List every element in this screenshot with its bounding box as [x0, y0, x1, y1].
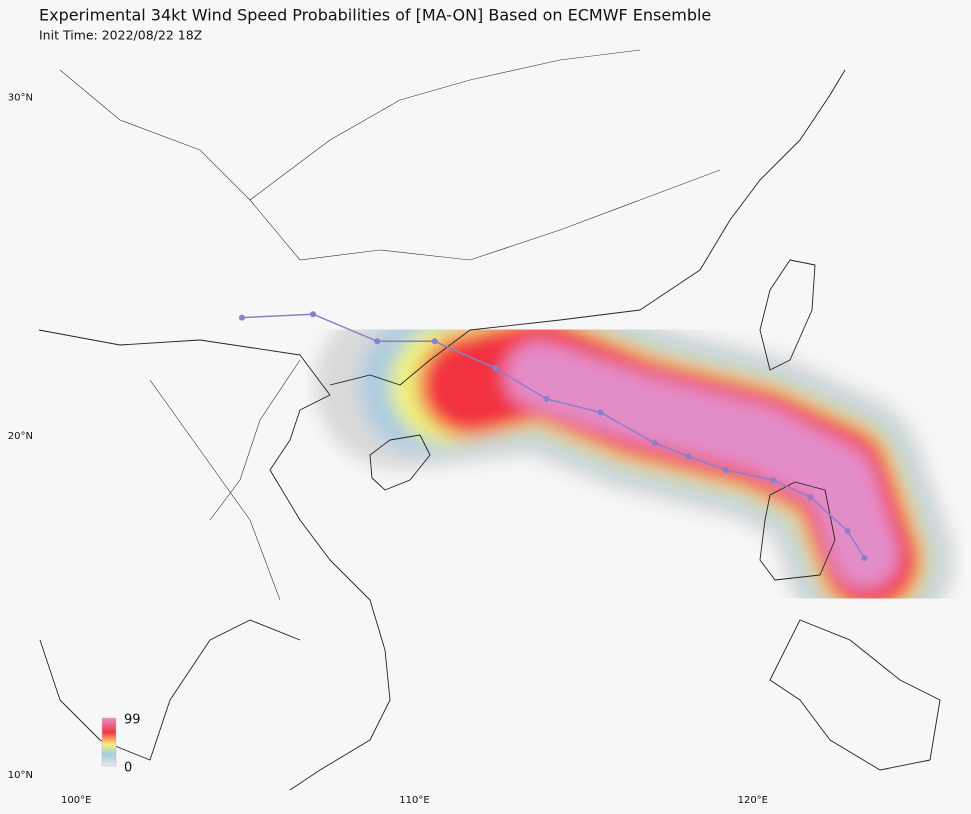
track-point [238, 314, 245, 321]
coastlines [38, 49, 941, 791]
lat-label: 10°N [8, 770, 33, 781]
lat-label: 30°N [8, 92, 33, 103]
track-point [597, 409, 604, 416]
track-point [492, 365, 499, 372]
track-point [543, 395, 550, 402]
legend-min: 0 [124, 761, 132, 776]
map-title: Experimental 34kt Wind Speed Probabiliti… [39, 6, 711, 25]
track-line [241, 313, 866, 559]
lat-label: 20°N [8, 431, 33, 442]
colorbar [101, 717, 117, 767]
track-point [431, 338, 438, 345]
map-subtitle: Init Time: 2022/08/22 18Z [39, 28, 202, 43]
lon-label: 120°E [738, 795, 768, 806]
track-point [651, 439, 658, 446]
legend-max: 99 [124, 713, 141, 728]
probability-swath [315, 283, 955, 645]
track-point [861, 555, 868, 562]
track-point [844, 527, 851, 534]
track-point [770, 477, 777, 484]
track-point [310, 311, 317, 318]
lon-label: 100°E [61, 795, 91, 806]
track-point [374, 338, 381, 345]
track-point [807, 494, 814, 501]
track-point [722, 466, 729, 473]
track-point [685, 453, 692, 460]
lon-label: 110°E [399, 795, 429, 806]
